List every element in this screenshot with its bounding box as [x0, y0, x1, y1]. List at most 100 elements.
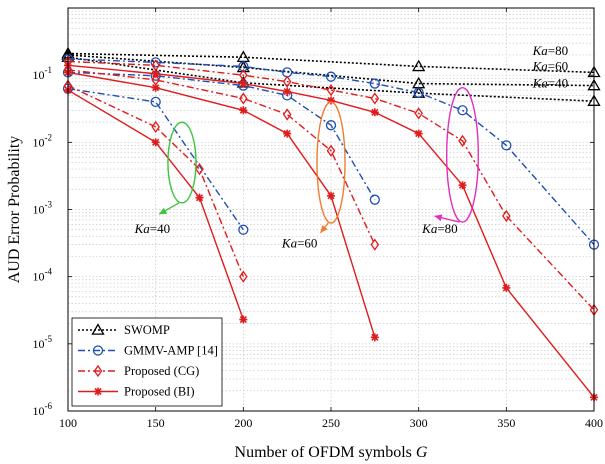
- data-point: [412, 59, 426, 72]
- data-point: [326, 83, 336, 97]
- data-point: [151, 138, 160, 147]
- data-point: [282, 75, 292, 88]
- data-point: [414, 107, 423, 120]
- data-point: [151, 83, 160, 92]
- legend-item: SWOMP: [78, 323, 170, 337]
- y-tick-label: 10-2: [33, 132, 53, 149]
- x-tick-labels: 100 150 200 250 300 350 400: [59, 416, 603, 430]
- legend-marker: [92, 345, 104, 356]
- data-point: [150, 57, 161, 68]
- data-point: [414, 129, 423, 138]
- data-point: [370, 92, 380, 105]
- data-point: [502, 283, 511, 292]
- series-group: [61, 48, 601, 91]
- data-point: [325, 71, 337, 82]
- annotation-group: Ka=40: [134, 121, 197, 236]
- data-point: [502, 209, 511, 223]
- annotation-ellipse: [316, 101, 346, 224]
- legend: SWOMP GMMV-AMP [14] Proposed (CG) Proposed …: [71, 317, 223, 407]
- annotation-ellipse: [446, 87, 479, 223]
- data-point: [327, 191, 335, 200]
- data-point: [239, 315, 248, 324]
- data-point: [326, 144, 336, 157]
- annotation-label: Ka=60: [281, 236, 318, 251]
- series-line: [67, 69, 376, 245]
- series-label: Ka=40: [532, 75, 569, 90]
- series-line: [67, 64, 595, 398]
- x-tick-label: 400: [585, 416, 603, 430]
- data-point: [458, 181, 467, 190]
- data-point: [282, 108, 292, 121]
- data-point: [239, 106, 248, 115]
- legend-label: GMMV-AMP [14]: [124, 344, 218, 358]
- series-line: [67, 71, 376, 338]
- data-point: [236, 60, 250, 73]
- y-tick-label: 10-3: [33, 200, 53, 217]
- annotation-group: Ka=80: [421, 87, 479, 236]
- annotation-label: Ka=40: [134, 221, 171, 236]
- legend-marker: [93, 364, 103, 378]
- data-point: [283, 87, 292, 96]
- series-group: [63, 55, 599, 317]
- y-axis-label: AUD Error Probability: [6, 136, 23, 284]
- data-point: [327, 96, 335, 105]
- series-group: [64, 68, 379, 342]
- legend-item: GMMV-AMP [14]: [78, 344, 218, 358]
- series-label: Ka=60: [532, 58, 569, 73]
- data-point: [238, 224, 249, 235]
- series-line: [67, 60, 595, 311]
- annotation-group: Ka=60: [281, 101, 346, 251]
- series-line: [67, 58, 595, 246]
- legend-item: Proposed (BI): [78, 385, 194, 399]
- legend-marker: [91, 323, 105, 335]
- series-line: [67, 71, 376, 201]
- y-tick-labels: 10-6 10-5 10-4 10-3 10-2 10-1: [33, 65, 53, 418]
- data-point: [283, 129, 292, 138]
- data-point: [239, 79, 248, 88]
- data-point: [457, 105, 468, 116]
- series-line: [67, 52, 595, 74]
- data-point: [151, 120, 160, 133]
- series-line: [67, 84, 244, 277]
- data-point: [369, 194, 380, 205]
- series-line: [67, 87, 244, 231]
- data-point: [150, 96, 161, 108]
- x-tick-label: 150: [147, 416, 165, 430]
- annotation-arrowhead: [320, 224, 328, 233]
- legend-label: SWOMP: [124, 323, 170, 337]
- data-point: [458, 134, 467, 148]
- series-label: Ka=80: [532, 43, 569, 58]
- data-point: [413, 87, 424, 98]
- x-tick-label: 100: [59, 416, 77, 430]
- annotation-ellipse: [167, 121, 197, 204]
- data-point: [236, 50, 250, 62]
- series-line: [67, 89, 244, 320]
- annotation-arrowhead: [159, 207, 168, 215]
- legend-label: Proposed (BI): [124, 385, 194, 399]
- x-tick-label: 350: [497, 416, 515, 430]
- annotation-arrowhead: [434, 214, 443, 222]
- x-tick-label: 250: [322, 416, 340, 430]
- y-tick-label: 10-4: [33, 267, 53, 284]
- data-point: [370, 108, 379, 117]
- y-tick-label: 10-6: [33, 401, 53, 418]
- x-tick-label: 200: [234, 416, 252, 430]
- data-point: [369, 78, 380, 89]
- data-point: [195, 193, 204, 202]
- x-axis-label: Number of OFDM symbols G: [235, 444, 428, 461]
- legend-item: Proposed (CG): [78, 364, 199, 378]
- data-point: [239, 270, 248, 283]
- x-tick-label: 300: [410, 416, 428, 430]
- x-axis-variable: G: [416, 444, 428, 461]
- y-tick-label: 10-5: [33, 334, 53, 351]
- data-point: [370, 333, 379, 342]
- data-point: [151, 69, 160, 78]
- y-tick-label: 10-1: [33, 65, 53, 82]
- data-point: [325, 120, 337, 131]
- plot-frame: [67, 7, 595, 412]
- data-point: [370, 238, 380, 251]
- data-point: [501, 140, 512, 151]
- data-point: [195, 162, 204, 176]
